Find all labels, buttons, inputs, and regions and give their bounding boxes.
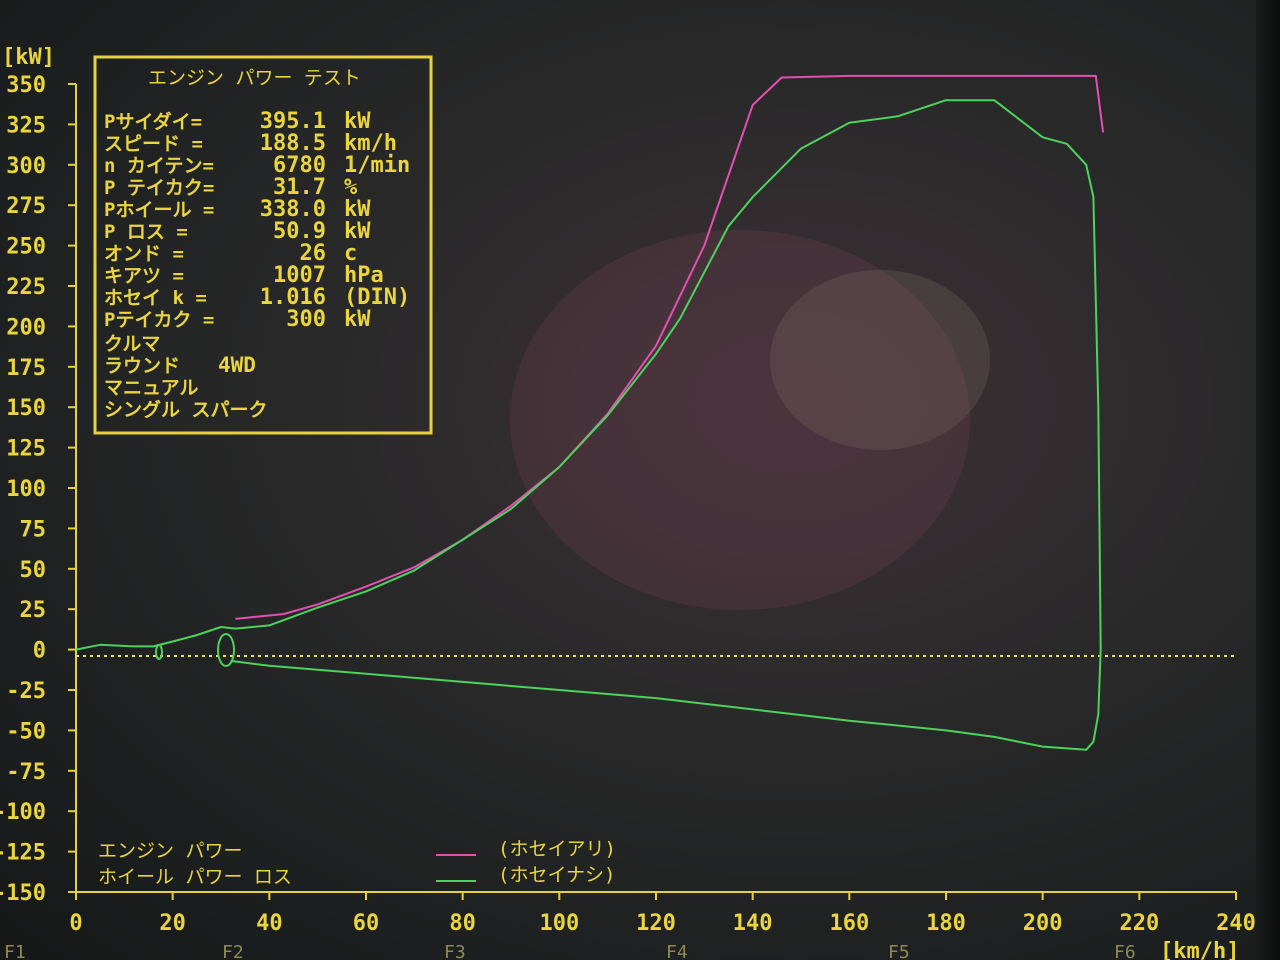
function-key-row: F1 F2 F3 F4 F5 F6 bbox=[4, 942, 1136, 960]
info-row-unit: kW bbox=[344, 197, 371, 222]
y-tick-label: 250 bbox=[6, 235, 46, 260]
info-row-value: 50.9 bbox=[273, 219, 326, 244]
legend-engine-power: エンジン パワー bbox=[98, 840, 242, 862]
function-key-f2[interactable]: F2 bbox=[222, 942, 244, 960]
info-box-title: エンジン パワー テスト bbox=[148, 67, 361, 89]
ignition-label: シングル スパーク bbox=[104, 398, 267, 421]
y-tick-label: -50 bbox=[6, 719, 46, 744]
info-row-label: スピード = bbox=[104, 133, 203, 155]
curve-start-small-marker bbox=[155, 644, 163, 660]
y-tick-label: 150 bbox=[6, 396, 46, 421]
bottom-legend: エンジン パワー ホイール パワー ロス (ホセイアリ) (ホセイナシ) bbox=[98, 838, 616, 888]
info-row-value: 1007 bbox=[273, 263, 326, 288]
info-row-value: 338.0 bbox=[260, 197, 326, 222]
info-row-unit: (DIN) bbox=[344, 285, 410, 310]
y-tick-label: -125 bbox=[0, 841, 46, 866]
monitor-bezel bbox=[1256, 0, 1280, 960]
info-row-value: 31.7 bbox=[273, 175, 326, 200]
info-row-value: 26 bbox=[300, 241, 327, 266]
y-tick-label: 275 bbox=[6, 194, 46, 219]
screen-glare bbox=[510, 230, 990, 610]
function-key-f5[interactable]: F5 bbox=[888, 942, 910, 960]
info-row-label: Pテイカク = bbox=[104, 309, 214, 331]
info-row-unit: kW bbox=[344, 307, 371, 332]
y-tick-label: -100 bbox=[0, 800, 46, 825]
legend-label-corrected: (ホセイアリ) bbox=[498, 838, 616, 860]
legend-wheel-power-loss: ホイール パワー ロス bbox=[98, 866, 292, 888]
function-key-f6[interactable]: F6 bbox=[1114, 942, 1136, 960]
info-row-unit: 1/min bbox=[344, 153, 410, 178]
x-tick-label: 20 bbox=[159, 911, 186, 936]
x-tick-label: 40 bbox=[256, 911, 283, 936]
y-tick-label: -25 bbox=[6, 679, 46, 704]
info-row-label: Pサイダイ= bbox=[104, 110, 202, 133]
x-tick-label: 220 bbox=[1119, 911, 1159, 936]
info-rows: Pサイダイ= 395.1 kW スピード = 188.5 km/h n カイテン= 6780 1… bbox=[104, 109, 410, 332]
x-tick-label: 100 bbox=[539, 911, 579, 936]
info-row-label: キアツ = bbox=[104, 265, 184, 287]
info-row-label: ホセイ k = bbox=[104, 287, 207, 309]
info-row-value: 395.1 bbox=[260, 109, 326, 134]
y-axis-ticks: 3503253002752502252001751501251007550250… bbox=[0, 73, 76, 906]
info-row-value: 6780 bbox=[273, 153, 326, 178]
x-tick-label: 60 bbox=[353, 911, 380, 936]
info-row-unit: km/h bbox=[344, 131, 397, 156]
info-row-unit: kW bbox=[344, 219, 371, 244]
x-tick-label: 180 bbox=[926, 911, 966, 936]
function-key-f1[interactable]: F1 bbox=[4, 942, 26, 960]
info-row-label: P ロス = bbox=[104, 221, 188, 243]
y-tick-label: 75 bbox=[20, 517, 47, 542]
x-tick-label: 140 bbox=[733, 911, 773, 936]
transmission-label: マニュアル bbox=[104, 377, 198, 399]
drive-label: ラウンド bbox=[104, 355, 180, 377]
series-line-corrected bbox=[235, 74, 1105, 620]
info-row-label: n カイテン= bbox=[104, 155, 214, 177]
x-tick-label: 200 bbox=[1023, 911, 1063, 936]
info-row-unit: % bbox=[344, 175, 358, 200]
info-row-unit: hPa bbox=[344, 263, 384, 288]
info-box-frame bbox=[93, 55, 433, 435]
function-key-f3[interactable]: F3 bbox=[444, 942, 466, 960]
y-tick-label: 200 bbox=[6, 315, 46, 340]
curve-start-loop-marker bbox=[217, 633, 235, 667]
info-row-unit: c bbox=[344, 241, 357, 266]
y-tick-label: 25 bbox=[20, 598, 47, 623]
y-tick-label: 175 bbox=[6, 356, 46, 381]
legend-label-uncorrected: (ホセイナシ) bbox=[498, 864, 616, 886]
x-tick-label: 160 bbox=[829, 911, 869, 936]
y-tick-label: -150 bbox=[0, 881, 46, 906]
info-row-label: オンド = bbox=[104, 243, 184, 265]
vehicle-label: クルマ bbox=[104, 333, 160, 355]
info-row-label: Pホイール = bbox=[104, 199, 214, 221]
series-layer bbox=[75, 74, 1105, 751]
y-tick-label: 0 bbox=[33, 639, 46, 664]
y-tick-label: -75 bbox=[6, 760, 46, 785]
x-axis-label: [km/h] bbox=[1160, 939, 1239, 960]
y-tick-label: 350 bbox=[6, 73, 46, 98]
x-tick-label: 80 bbox=[449, 911, 476, 936]
info-row-label: P テイカク= bbox=[104, 177, 214, 199]
function-key-f4[interactable]: F4 bbox=[666, 942, 688, 960]
info-row-value: 188.5 bbox=[260, 131, 326, 156]
y-tick-label: 225 bbox=[6, 275, 46, 300]
y-axis-label: [kW] bbox=[2, 45, 55, 70]
x-tick-label: 120 bbox=[636, 911, 676, 936]
info-row-value: 1.016 bbox=[260, 285, 326, 310]
info-row-value: 300 bbox=[286, 307, 326, 332]
series-line-uncorrected bbox=[75, 99, 1102, 751]
drive-value: 4WD bbox=[218, 353, 256, 377]
y-tick-label: 325 bbox=[6, 113, 46, 138]
x-axis-ticks: 0 20 40 60 80 100 120 140 160 180 200 220 240 bbox=[69, 892, 1256, 936]
y-tick-label: 100 bbox=[6, 477, 46, 502]
y-tick-label: 50 bbox=[20, 558, 47, 583]
y-tick-label: 125 bbox=[6, 437, 46, 462]
info-row-unit: kW bbox=[344, 109, 371, 134]
x-tick-label: 0 bbox=[69, 911, 82, 936]
info-box: エンジン パワー テスト Pサイダイ= 395.1 kW スピード = 188.5 km/… bbox=[93, 55, 433, 435]
x-tick-label: 240 bbox=[1216, 911, 1256, 936]
y-tick-label: 300 bbox=[6, 154, 46, 179]
